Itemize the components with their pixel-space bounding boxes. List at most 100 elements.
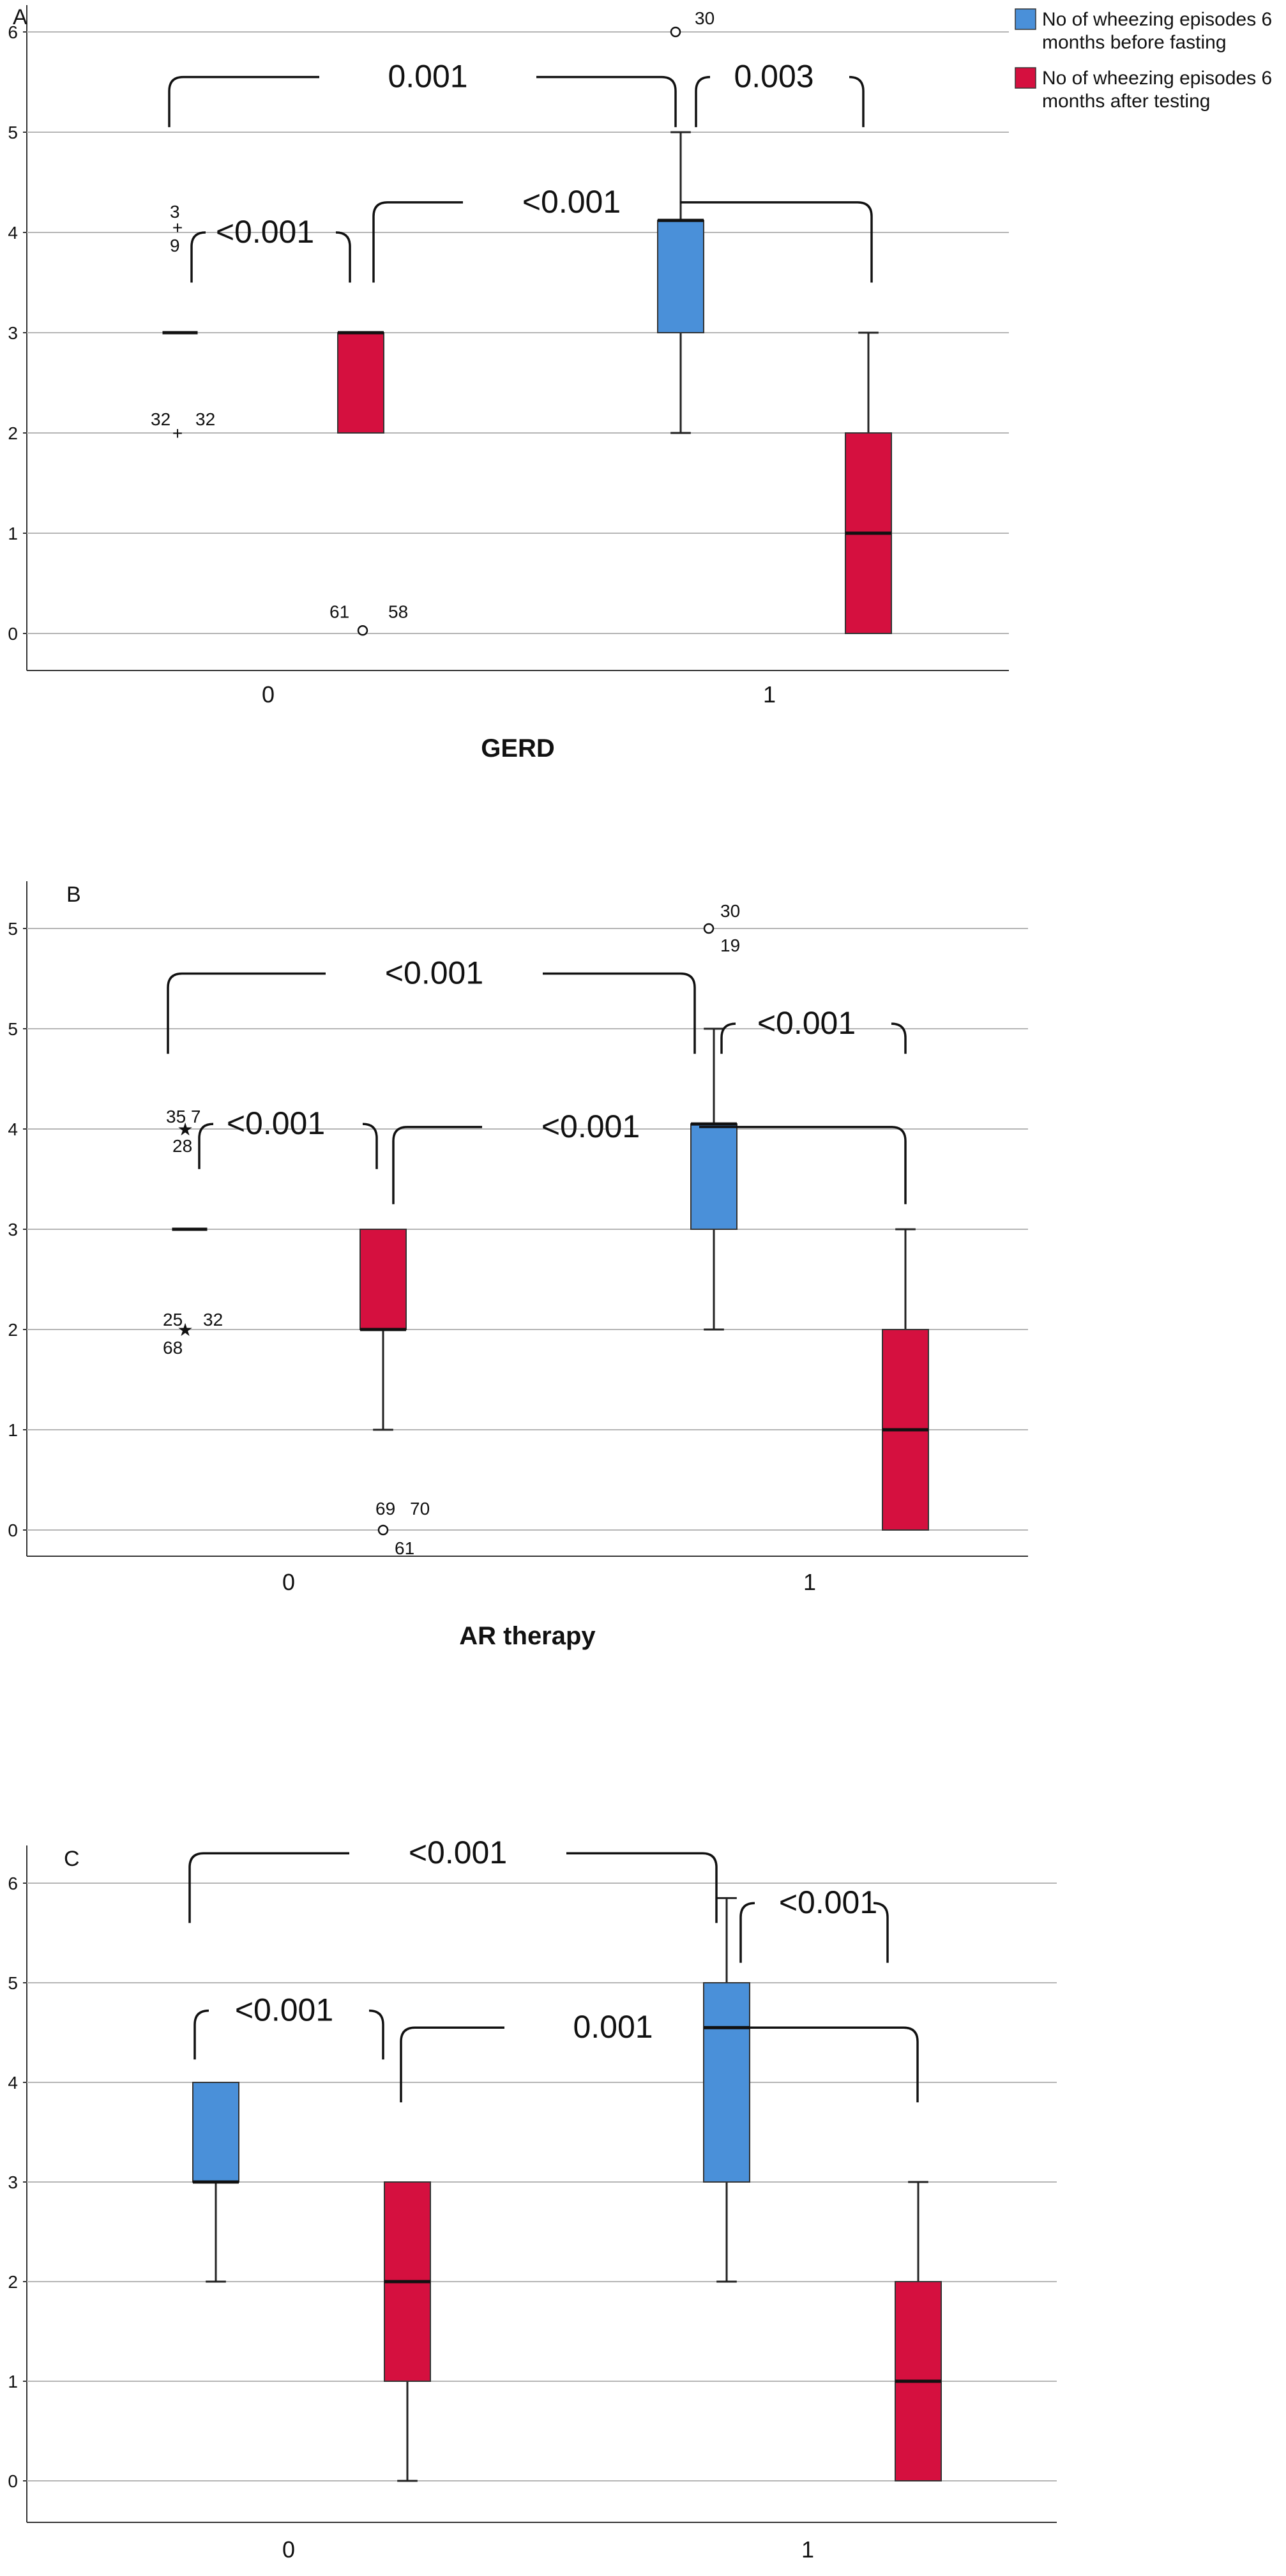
legend-label-line: No of wheezing episodes 6 xyxy=(1042,68,1272,89)
y-tick-label: 0 xyxy=(8,1520,18,1540)
y-tick-label: 2 xyxy=(8,2272,18,2292)
outlier-label: 32 xyxy=(195,409,215,429)
legend-swatch xyxy=(1015,67,1036,89)
comparison-bracket: 0.001 xyxy=(400,2009,919,2103)
bracket-right-arm xyxy=(680,201,873,283)
y-tick-label: 4 xyxy=(8,2073,18,2093)
p-value-label: 0.001 xyxy=(573,2009,653,2045)
box-body xyxy=(690,1123,738,1231)
bracket-left-arm xyxy=(190,231,206,283)
y-tick-label: 6 xyxy=(8,22,18,42)
bracket-right-arm xyxy=(335,231,351,283)
x-axis-title: GERD xyxy=(481,734,555,762)
legend-label-line: No of wheezing episodes 6 xyxy=(1042,9,1272,30)
bracket-left-arm xyxy=(198,1123,214,1169)
outlier: +3 9 xyxy=(170,202,183,255)
outlier: ★25 32 68 xyxy=(163,1310,223,1358)
outlier: 30 19 xyxy=(703,901,740,955)
y-tick-label: 4 xyxy=(8,223,18,243)
comparison-bracket: <0.001 xyxy=(720,1005,907,1054)
box-1-series-0 xyxy=(657,131,704,434)
bracket-right-arm xyxy=(536,75,677,128)
outlier-circle xyxy=(703,923,715,934)
bracket-right-arm xyxy=(891,1022,907,1054)
panel-letter: C xyxy=(64,1847,80,1871)
comparison-bracket: <0.001 xyxy=(198,1105,378,1169)
bracket-right-arm xyxy=(873,1902,889,1963)
box-0-series-1 xyxy=(337,331,384,434)
x-axis-title: AR therapy xyxy=(459,1622,596,1650)
outlier-label: 70 xyxy=(410,1499,430,1519)
y-tick-label: 3 xyxy=(8,1220,18,1239)
p-value-label: <0.001 xyxy=(757,1005,856,1041)
comparison-bracket: <0.001 xyxy=(188,1835,718,1923)
y-tick-label: 5 xyxy=(8,123,18,142)
y-tick-label: 0 xyxy=(8,2471,18,2491)
box-body xyxy=(192,2082,239,2183)
bracket-left-arm xyxy=(188,1852,349,1923)
legend-swatch xyxy=(1015,8,1036,30)
box-0-series-1 xyxy=(384,2181,431,2482)
p-value-label: <0.001 xyxy=(385,955,483,991)
outlier-marker: + xyxy=(172,423,183,443)
outlier: +32 32 xyxy=(151,409,215,443)
outlier-circle xyxy=(357,625,368,636)
panel-letter: B xyxy=(66,883,81,907)
box-1-series-1 xyxy=(895,2181,942,2481)
y-tick-label: 0 xyxy=(8,624,18,644)
outlier-label: 19 xyxy=(720,936,740,955)
bracket-right-arm xyxy=(849,75,865,128)
outlier-label: 32 xyxy=(151,409,170,429)
outlier-label: 35 7 xyxy=(166,1107,201,1126)
comparison-bracket: <0.001 xyxy=(739,1884,889,1963)
bracket-left-arm xyxy=(695,75,711,128)
box-0-series-1 xyxy=(359,1229,407,1431)
outlier-label: 69 xyxy=(375,1499,395,1519)
p-value-label: <0.001 xyxy=(216,214,314,250)
outlier-label: 30 xyxy=(720,901,740,921)
outlier-label: 9 xyxy=(170,236,180,255)
box-body xyxy=(703,1982,750,2183)
p-value-label: <0.001 xyxy=(227,1105,325,1141)
bracket-left-arm xyxy=(193,2009,209,2060)
outlier-label: 28 xyxy=(172,1136,192,1156)
y-tick-label: 3 xyxy=(8,2172,18,2192)
p-value-label: <0.001 xyxy=(235,1992,333,2028)
outlier-marker: ★ xyxy=(177,1320,193,1340)
p-value-label: 0.001 xyxy=(388,59,467,95)
p-value-label: <0.001 xyxy=(522,184,621,220)
bracket-right-arm xyxy=(362,1123,378,1169)
box-1-series-1 xyxy=(882,1228,929,1531)
bracket-left-arm xyxy=(739,1902,755,1963)
outlier-marker: ★ xyxy=(177,1119,193,1139)
p-value-label: <0.001 xyxy=(541,1109,640,1144)
box-body xyxy=(359,1229,407,1330)
comparison-bracket: <0.001 xyxy=(193,1992,384,2060)
p-value-label: 0.003 xyxy=(734,59,813,95)
outlier-label: 25 xyxy=(163,1310,183,1330)
legend-label-line: months after testing xyxy=(1042,91,1210,112)
y-tick-label: 5 xyxy=(8,1019,18,1039)
box-body xyxy=(657,220,704,333)
box-body xyxy=(337,332,384,434)
outlier-marker: + xyxy=(172,218,183,238)
legend-label: No of wheezing episodes 6 months before f… xyxy=(1042,9,1272,53)
y-tick-label: 1 xyxy=(8,2372,18,2391)
p-value-label: <0.001 xyxy=(779,1884,877,1920)
outlier-label: 68 xyxy=(163,1338,183,1358)
box-1-series-0 xyxy=(690,1027,738,1331)
legend: No of wheezing episodes 6 months before f… xyxy=(1015,8,1272,112)
y-tick-label: 6 xyxy=(8,1874,18,1893)
panel-letter: A xyxy=(13,5,27,29)
x-tick-label: 1 xyxy=(801,2536,814,2563)
comparison-bracket: <0.001 xyxy=(190,214,351,283)
x-tick-label: 0 xyxy=(262,681,275,708)
outlier-label: 61 xyxy=(395,1538,414,1558)
y-tick-label: 1 xyxy=(8,1420,18,1440)
box-1-series-1 xyxy=(845,331,892,634)
y-tick-label: 1 xyxy=(8,524,18,543)
